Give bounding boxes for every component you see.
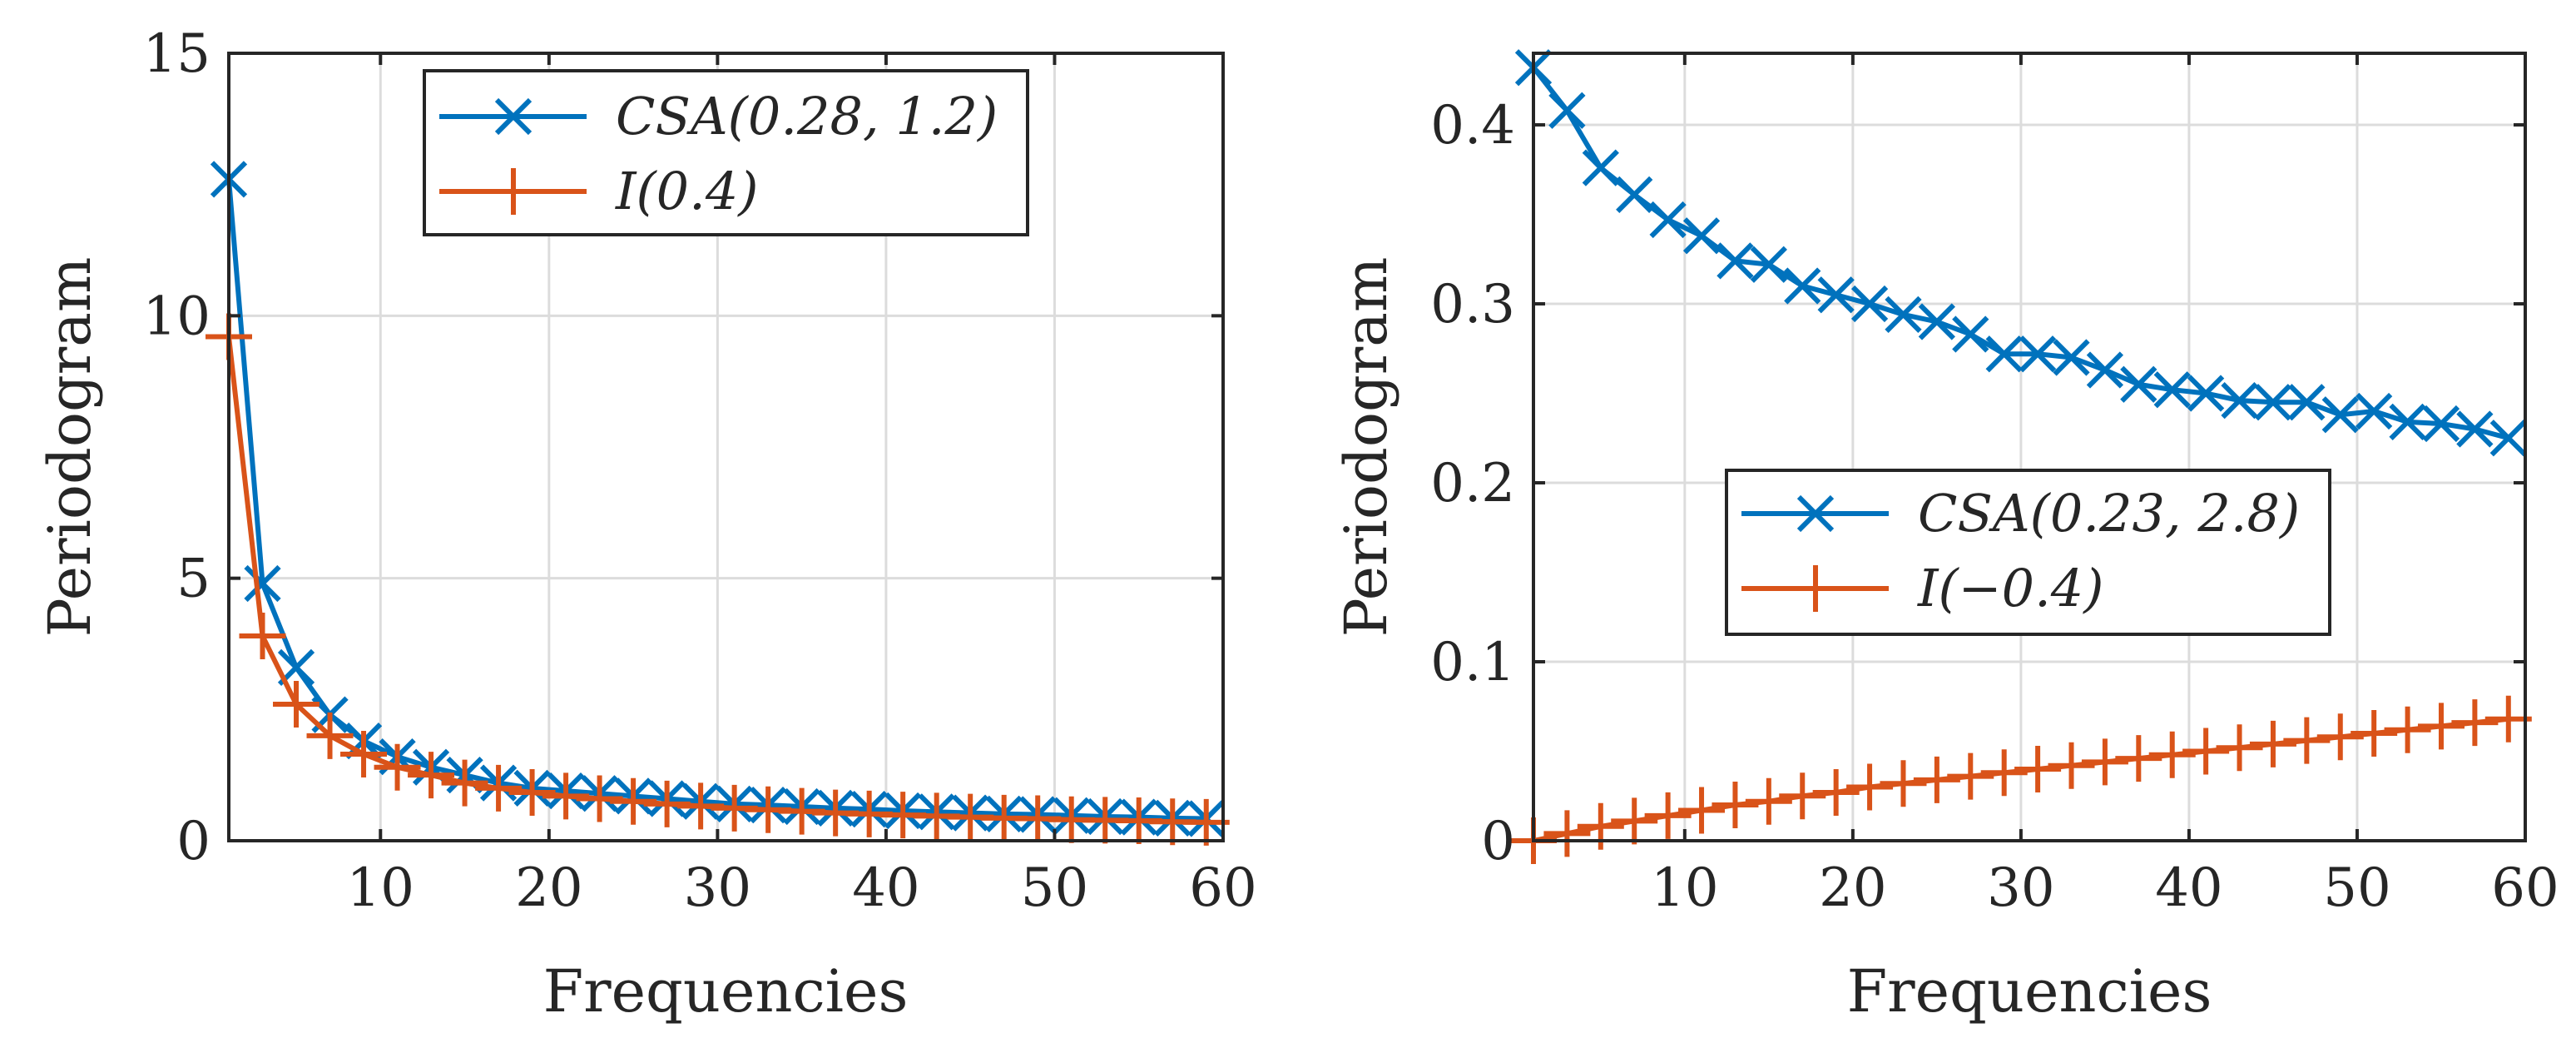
left-y-tick-label: 10 [143, 286, 211, 347]
left-legend-entry-i: I(0.4) [439, 161, 758, 221]
right-data-point-0 [2356, 392, 2393, 430]
right-axes-box [1532, 52, 2527, 842]
left-x-tick-label: 40 [852, 857, 919, 919]
right-data-point-0 [1682, 217, 1721, 255]
right-data-point-0 [1616, 176, 1653, 213]
right-legend-marker-plus [1792, 565, 1839, 612]
left-x-tick-label: 60 [1189, 857, 1256, 919]
left-x-axis-label: Frequencies [543, 957, 909, 1026]
left-legend-label-csa: CSA(0.28, 1.2) [616, 86, 998, 147]
right-data-point-0 [2456, 410, 2494, 448]
left-y-axis-label: Periodogram [36, 257, 104, 638]
right-data-point-0 [1649, 201, 1687, 239]
right-data-point-0 [1885, 296, 1922, 334]
right-data-point-0 [2187, 375, 2225, 412]
right-y-tick-label: 0.1 [1430, 632, 1515, 693]
right-legend-box [1725, 469, 2331, 636]
right-data-point-0 [2086, 351, 2124, 389]
left-legend-marker-x [494, 97, 533, 136]
right-data-point-0 [1750, 246, 1787, 283]
left-series-1 [206, 313, 1230, 846]
left-y-tick-label: 15 [143, 23, 211, 85]
left-x-tick-label: 30 [684, 857, 751, 919]
right-x-axis-label: Frequencies [1847, 957, 2212, 1026]
right-x-tick-label: 50 [2323, 857, 2390, 919]
right-data-point-0 [1918, 303, 1956, 340]
right-y-axis-label: Periodogram [1332, 257, 1400, 638]
right-y-tick-label: 0.4 [1430, 95, 1515, 156]
right-data-point-0 [2053, 339, 2090, 376]
right-legend-label-i: I(−0.4) [1917, 558, 2103, 618]
left-panel: 10 20 30 40 50 60 0 5 10 15 Frequencies Periodogr… [36, 23, 1257, 1026]
right-data-point-0 [1985, 335, 2023, 373]
right-y-tick-label: 0 [1481, 811, 1515, 872]
right-data-point-0 [2221, 381, 2258, 420]
right-legend-marker-x [1796, 494, 1835, 533]
left-x-tick-label: 10 [347, 857, 414, 919]
right-series-layer [1510, 49, 2532, 864]
right-data-point-0 [2254, 384, 2292, 421]
right-data-point-0 [1817, 276, 1855, 314]
right-data-point-0 [1850, 285, 1889, 323]
right-x-tick-label: 60 [2491, 857, 2559, 919]
right-y-tick-label: 0.2 [1430, 453, 1515, 514]
right-data-point-0 [2120, 365, 2157, 403]
right-data-point-0 [1952, 315, 1989, 353]
right-series-0 [1514, 49, 2527, 457]
right-data-point-0 [2389, 403, 2426, 441]
right-x-tick-label: 40 [2155, 857, 2222, 919]
right-y-tick-label: 0.3 [1430, 274, 1515, 335]
right-legend-entry-csa: CSA(0.23, 2.8) [1741, 483, 2300, 544]
right-legend-label-csa: CSA(0.23, 2.8) [1918, 483, 2300, 544]
right-data-point-0 [2321, 396, 2359, 434]
right-legend-marker-x-stroke [1796, 494, 1835, 533]
left-legend-marker-plus [490, 168, 537, 215]
right-data-point-0 [2489, 420, 2527, 457]
left-legend-marker-x-stroke [494, 97, 533, 136]
right-data-point-0 [2153, 371, 2191, 409]
right-panel: 10 20 30 40 50 60 0 0.1 0.2 0.3 0.4 Frequencies Pe… [1332, 49, 2559, 1026]
left-data-point-0 [244, 564, 281, 603]
right-data-point-0 [2019, 335, 2057, 373]
left-y-tick-label: 5 [176, 549, 211, 610]
right-series-1 [1510, 695, 2532, 864]
left-legend: CSA(0.28, 1.2) I(0.4) [423, 69, 1029, 236]
left-legend-box [423, 69, 1029, 236]
left-axes-box [227, 52, 1225, 842]
right-data-point-0 [1717, 242, 1754, 280]
left-legend-entry-csa: CSA(0.28, 1.2) [439, 86, 998, 147]
left-legend-label-i: I(0.4) [615, 161, 758, 221]
right-data-point-0 [1582, 149, 1619, 186]
right-x-tick-label: 30 [1987, 857, 2054, 919]
right-data-point-0 [2288, 384, 2326, 421]
right-x-tick-label: 10 [1651, 857, 1718, 919]
right-legend-entry-i: I(−0.4) [1741, 558, 2103, 618]
left-x-tick-label: 20 [515, 857, 582, 919]
right-x-tick-label: 20 [1819, 857, 1886, 919]
right-ticks: 10 20 30 40 50 60 0 0.1 0.2 0.3 0.4 [1430, 53, 2559, 919]
left-x-tick-label: 50 [1021, 857, 1088, 919]
right-data-point-0 [1784, 267, 1821, 305]
right-legend: CSA(0.23, 2.8) I(−0.4) [1725, 469, 2331, 636]
left-ticks: 10 20 30 40 50 60 0 5 10 15 [143, 23, 1257, 919]
left-y-tick-label: 0 [176, 811, 211, 872]
right-data-point-0 [2422, 405, 2460, 443]
left-series-layer [206, 161, 1230, 846]
right-data-point-0 [1548, 92, 1586, 129]
